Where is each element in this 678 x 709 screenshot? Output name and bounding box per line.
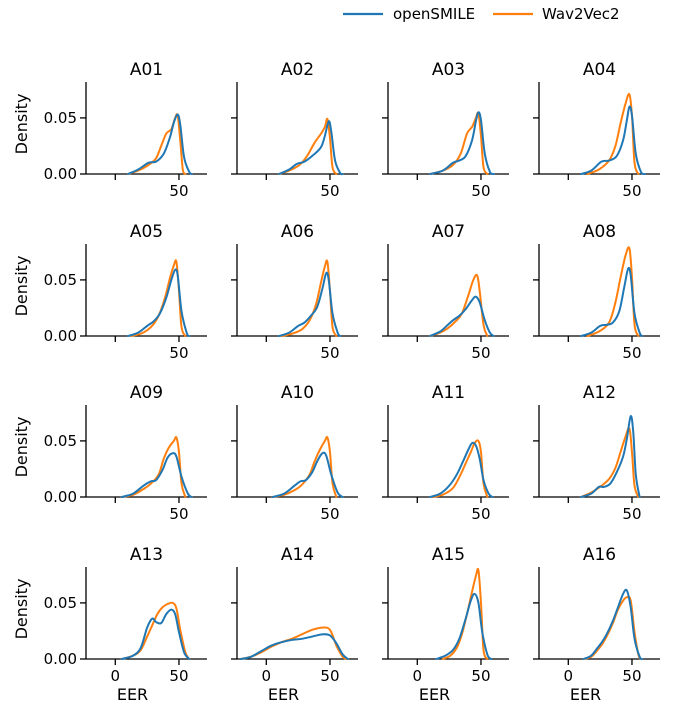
legend: openSMILE Wav2Vec2 [343,5,620,23]
panel-a05: A05 0.00 0.05 50 Density [12,222,207,362]
x-tick-label: 50 [169,667,188,685]
panel-a14: A14 0 50 EER [231,545,358,704]
panel-grid: A01 0.00 0.05 50 Density A02 50 A03 50 A04 50 A05 0.… [12,60,660,704]
panel-a02: A02 50 [231,60,358,200]
x-tick-label: 50 [471,505,490,523]
y-axis-title: Density [12,256,31,317]
x-tick-label: 0 [413,667,423,685]
panel-a12: A12 50 [533,383,660,523]
density-line-wav2vec2 [128,114,185,174]
x-tick-label: 50 [622,344,641,362]
panel-title: A16 [583,545,616,565]
panel-title: A14 [281,545,314,565]
panel-title: A04 [583,60,616,80]
panel-a06: A06 50 [231,222,358,362]
x-tick-label: 50 [622,182,641,200]
y-tick-label: 0.05 [44,594,77,612]
panel-a13: A13 0.00 0.05 0 50 Density EER [12,545,207,704]
legend-item-opensmile: openSMILE [343,5,475,23]
panel-a04: A04 50 [533,60,660,200]
y-tick-label: 0.05 [44,271,77,289]
panel-a07: A07 50 [382,222,509,362]
panel-title: A06 [281,222,314,242]
panel-title: A01 [130,60,163,80]
panel-title: A11 [432,383,465,403]
y-axis-title: Density [12,579,31,640]
panel-title: A09 [130,383,163,403]
y-axis-title: Density [12,94,31,155]
x-tick-label: 50 [471,344,490,362]
x-tick-label: 0 [262,667,272,685]
x-axis-title: EER [117,685,148,704]
density-line-wav2vec2 [122,437,186,497]
panel-title: A15 [432,545,465,565]
panel-a01: A01 0.00 0.05 50 Density [12,60,207,200]
density-line-wav2vec2 [430,275,487,336]
x-tick-label: 50 [169,505,188,523]
density-line-opensmile [581,416,640,497]
y-tick-label: 0.00 [44,327,77,345]
density-line-wav2vec2 [430,113,487,174]
density-line-opensmile [279,273,340,336]
y-tick-label: 0.00 [44,165,77,183]
y-tick-label: 0.05 [44,109,77,127]
panel-title: A03 [432,60,465,80]
x-tick-label: 0 [564,667,574,685]
legend-label: openSMILE [393,5,475,23]
panel-a08: A08 50 [533,222,660,362]
x-tick-label: 50 [471,667,490,685]
y-tick-label: 0.00 [44,650,77,668]
y-axis-title: Density [12,417,31,478]
panel-a10: A10 50 [231,383,358,523]
panel-title: A02 [281,60,314,80]
x-tick-label: 50 [320,667,339,685]
legend-label: Wav2Vec2 [542,5,620,23]
panel-a16: A16 0 50 EER [533,545,660,704]
panel-title: A13 [130,545,163,565]
x-tick-label: 50 [622,667,641,685]
panel-a09: A09 0.00 0.05 50 Density [12,383,207,523]
panel-title: A10 [281,383,314,403]
x-tick-label: 50 [169,182,188,200]
density-line-wav2vec2 [273,437,337,497]
x-axis-title: EER [419,685,450,704]
panel-a15: A15 0 50 EER [382,545,509,704]
panel-a11: A11 50 [382,383,509,523]
density-line-opensmile [128,269,189,336]
legend-item-wav2vec2: Wav2Vec2 [493,5,620,23]
x-tick-label: 50 [622,505,641,523]
y-tick-label: 0.05 [44,432,77,450]
x-axis-title: EER [268,685,299,704]
density-line-wav2vec2 [581,428,638,497]
panel-title: A08 [583,222,616,242]
density-line-opensmile [122,453,192,497]
panel-title: A05 [130,222,163,242]
x-tick-label: 50 [169,344,188,362]
x-tick-label: 50 [320,344,339,362]
x-tick-label: 50 [471,182,490,200]
density-line-wav2vec2 [282,260,337,336]
panel-title: A12 [583,383,616,403]
y-tick-label: 0.00 [44,488,77,506]
density-line-opensmile [273,453,343,497]
panel-title: A07 [432,222,465,242]
panel-a03: A03 50 [382,60,509,200]
x-tick-label: 50 [320,505,339,523]
x-tick-label: 50 [320,182,339,200]
x-tick-label: 0 [111,667,121,685]
x-axis-title: EER [570,685,601,704]
